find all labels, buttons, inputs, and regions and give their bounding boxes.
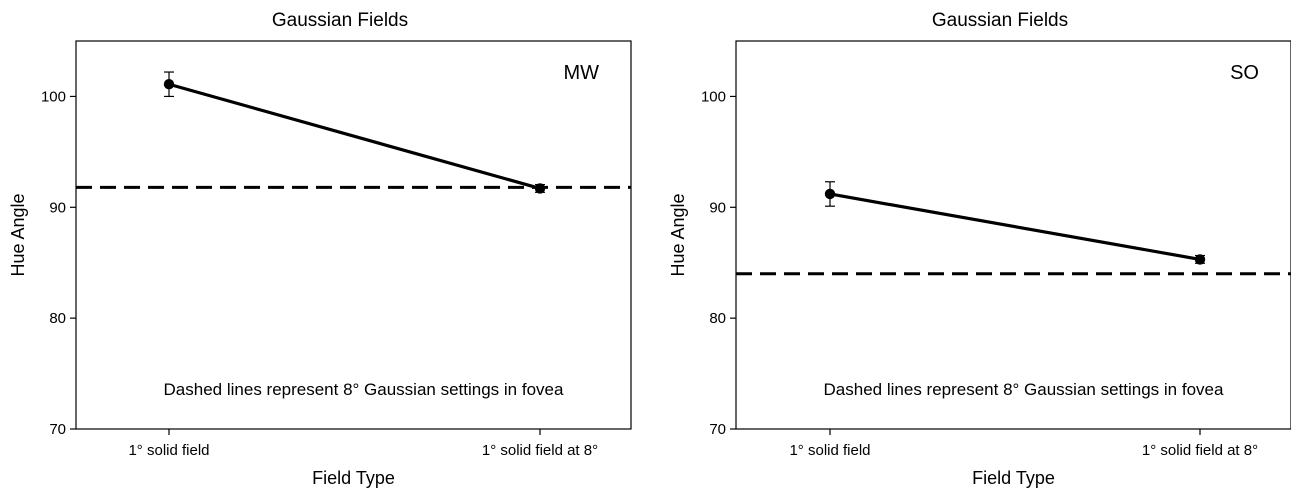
x-tick-label: 1° solid field at 8° [1142,442,1258,459]
y-tick-label: 90 [709,199,726,216]
x-axis-label: Field Type [312,468,395,488]
annotation: Dashed lines represent 8° Gaussian setti… [824,380,1224,399]
series-line [168,82,541,190]
y-axis-label: Hue Angle [8,193,28,276]
chart-panel-1: Gaussian Fields 70 80 90 100 1° solid field 1°… [8,10,632,488]
x-axis-label: Field Type [972,468,1055,488]
chart-panel-2: Gaussian Fields 70 80 90 100 1° solid field 1°… [668,10,1291,488]
y-tick-label: 70 [709,421,726,438]
panel-label: MW [563,62,599,84]
x-tick-label: 1° solid field [128,442,209,459]
plot-frame [735,40,1291,430]
y-tick-label: 100 [41,88,66,105]
y-tick-label: 80 [709,310,726,327]
y-tick-label: 80 [49,310,66,327]
panel-label: SO [1230,62,1259,84]
x-tick-label: 1° solid field at 8° [482,442,598,459]
y-axis-label: Hue Angle [668,193,688,276]
data-point [534,183,546,194]
data-point [163,79,175,90]
data-point [1194,254,1206,265]
chart-title: Gaussian Fields [932,10,1068,31]
y-tick-label: 90 [49,199,66,216]
plot-frame [75,40,632,430]
series-line [829,192,1201,261]
y-tick-label: 70 [49,421,66,438]
data-point [824,188,836,200]
x-tick-label: 1° solid field [789,442,870,459]
annotation: Dashed lines represent 8° Gaussian setti… [164,380,564,399]
chart-title: Gaussian Fields [272,10,408,31]
y-tick-label: 100 [701,88,726,105]
